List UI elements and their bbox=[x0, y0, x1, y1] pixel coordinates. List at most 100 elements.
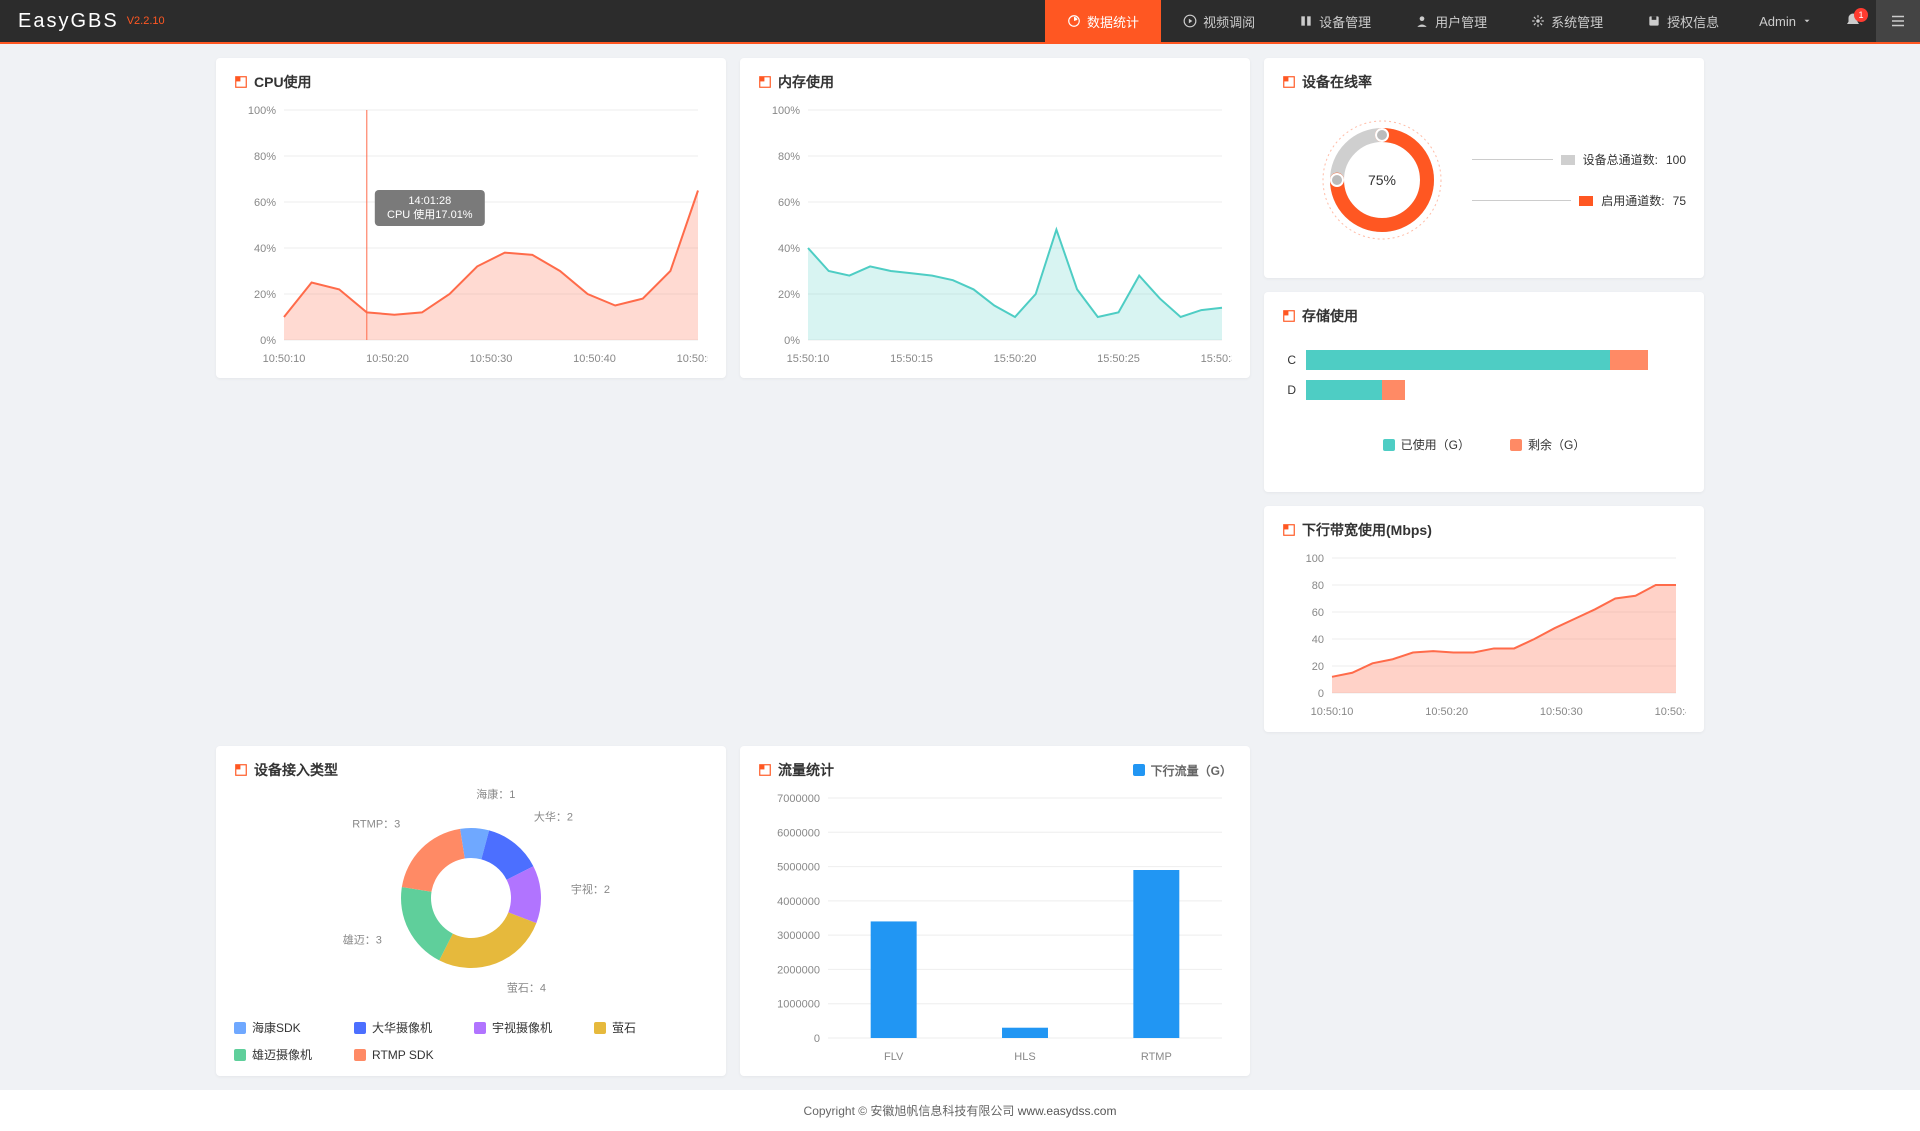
gear-icon bbox=[1531, 14, 1545, 28]
memory-title: 内存使用 bbox=[778, 72, 834, 92]
svg-text:40%: 40% bbox=[254, 243, 276, 255]
cpu-card: CPU使用 0%20%40%60%80%100%10:50:1010:50:20… bbox=[216, 58, 726, 378]
notification-badge: 1 bbox=[1854, 8, 1868, 22]
nav-license[interactable]: 授权信息 bbox=[1625, 0, 1741, 42]
total-label: 设备总通道数: bbox=[1583, 151, 1658, 168]
storage-card: 存储使用 CD 已使用（G） 剩余（G） bbox=[1264, 292, 1704, 492]
nav-label: 设备管理 bbox=[1319, 12, 1371, 31]
svg-text:60: 60 bbox=[1312, 607, 1324, 619]
play-icon bbox=[1183, 14, 1197, 28]
traffic-legend-label: 下行流量（G） bbox=[1151, 762, 1232, 779]
topbar: EasyGBS V2.2.10 数据统计 视频调阅 设备管理 用户管理 系统管理… bbox=[0, 0, 1920, 44]
svg-text:15:50:10: 15:50:10 bbox=[787, 353, 830, 365]
device-icon bbox=[1299, 14, 1313, 28]
chevron-down-icon bbox=[1802, 16, 1812, 26]
storage-title: 存储使用 bbox=[1302, 306, 1358, 326]
svg-text:40%: 40% bbox=[778, 243, 800, 255]
user-icon bbox=[1415, 14, 1429, 28]
nav-label: 用户管理 bbox=[1435, 12, 1487, 31]
svg-text:0: 0 bbox=[814, 1033, 820, 1045]
online-ring: 75% bbox=[1312, 110, 1452, 250]
svg-text:7000000: 7000000 bbox=[777, 793, 820, 805]
svg-text:20: 20 bbox=[1312, 661, 1324, 673]
nav-system[interactable]: 系统管理 bbox=[1509, 0, 1625, 42]
svg-text:100%: 100% bbox=[772, 105, 800, 117]
traffic-title: 流量统计 bbox=[778, 760, 834, 780]
svg-text:0: 0 bbox=[1318, 688, 1324, 700]
svg-text:10:50:50: 10:50:50 bbox=[677, 353, 708, 365]
menu-button[interactable] bbox=[1876, 0, 1920, 42]
brand-version: V2.2.10 bbox=[127, 15, 165, 27]
user-menu[interactable]: Admin bbox=[1741, 0, 1830, 42]
dashboard-grid: CPU使用 0%20%40%60%80%100%10:50:1010:50:20… bbox=[0, 44, 1920, 1090]
svg-text:RTMP: RTMP bbox=[1141, 1051, 1172, 1063]
nav-device[interactable]: 设备管理 bbox=[1277, 0, 1393, 42]
bandwidth-chart: 0 20 40 60 80 100 10:50:10 10:50:20 10:50:30 10:5… bbox=[1282, 548, 1686, 723]
svg-text:宇视：2: 宇视：2 bbox=[571, 882, 610, 896]
svg-text:0%: 0% bbox=[784, 335, 800, 347]
notifications-button[interactable]: 1 bbox=[1830, 0, 1876, 42]
svg-text:100: 100 bbox=[1306, 553, 1324, 565]
svg-text:15:50:30: 15:50:30 bbox=[1201, 353, 1232, 365]
enabled-swatch bbox=[1579, 196, 1593, 206]
svg-text:100%: 100% bbox=[248, 105, 276, 117]
svg-text:15:50:15: 15:50:15 bbox=[890, 353, 933, 365]
svg-text:5000000: 5000000 bbox=[777, 862, 820, 874]
svg-text:10:50:20: 10:50:20 bbox=[366, 353, 409, 365]
svg-text:10:50:40: 10:50:40 bbox=[1655, 706, 1686, 718]
svg-text:20%: 20% bbox=[254, 289, 276, 301]
svg-text:40: 40 bbox=[1312, 634, 1324, 646]
online-title: 设备在线率 bbox=[1302, 72, 1372, 92]
svg-text:80: 80 bbox=[1312, 580, 1324, 592]
svg-text:HLS: HLS bbox=[1014, 1051, 1035, 1063]
footer: Copyright © 安徽旭帆信息科技有限公司 www.easydss.com bbox=[0, 1090, 1920, 1131]
svg-text:6000000: 6000000 bbox=[777, 827, 820, 839]
menu-icon bbox=[1889, 12, 1907, 30]
svg-text:CPU 使用17.01%: CPU 使用17.01% bbox=[387, 208, 473, 221]
svg-text:雄迈：3: 雄迈：3 bbox=[343, 932, 382, 946]
svg-text:FLV: FLV bbox=[884, 1051, 904, 1063]
enabled-label: 启用通道数: bbox=[1601, 192, 1664, 209]
traffic-card: 流量统计 下行流量（G） 010000002000000300000040000… bbox=[740, 746, 1250, 1076]
memory-chart: 0% 20% 40% 60% 80% 100% 15:50:10 15:50:15 15:50:… bbox=[758, 100, 1232, 370]
chart-icon bbox=[758, 763, 772, 777]
logo: EasyGBS V2.2.10 bbox=[0, 0, 183, 42]
device-type-chart: 海康：1大华：2宇视：2萤石：4雄迈：3RTMP：3 bbox=[234, 788, 708, 1008]
chart-icon bbox=[234, 763, 248, 777]
user-name: Admin bbox=[1759, 14, 1796, 29]
svg-text:4000000: 4000000 bbox=[777, 896, 820, 908]
dashboard-icon bbox=[1067, 14, 1081, 28]
svg-text:10:50:30: 10:50:30 bbox=[1540, 706, 1583, 718]
svg-text:RTMP：3: RTMP：3 bbox=[352, 818, 400, 830]
svg-text:10:50:40: 10:50:40 bbox=[573, 353, 616, 365]
device-type-title: 设备接入类型 bbox=[254, 760, 338, 780]
nav-user[interactable]: 用户管理 bbox=[1393, 0, 1509, 42]
svg-text:1000000: 1000000 bbox=[777, 999, 820, 1011]
svg-text:20%: 20% bbox=[778, 289, 800, 301]
nav-video[interactable]: 视频调阅 bbox=[1161, 0, 1277, 42]
svg-text:15:50:20: 15:50:20 bbox=[994, 353, 1037, 365]
svg-text:60%: 60% bbox=[254, 197, 276, 209]
svg-text:10:50:10: 10:50:10 bbox=[263, 353, 306, 365]
nav-stats[interactable]: 数据统计 bbox=[1045, 0, 1161, 42]
cpu-chart: 0%20%40%60%80%100%10:50:1010:50:2010:50:… bbox=[234, 100, 708, 370]
svg-text:80%: 80% bbox=[254, 151, 276, 163]
svg-text:2000000: 2000000 bbox=[777, 964, 820, 976]
chart-icon bbox=[1282, 523, 1296, 537]
svg-text:80%: 80% bbox=[778, 151, 800, 163]
svg-text:10:50:30: 10:50:30 bbox=[470, 353, 513, 365]
svg-text:10:50:10: 10:50:10 bbox=[1311, 706, 1354, 718]
svg-text:60%: 60% bbox=[778, 197, 800, 209]
svg-text:15:50:25: 15:50:25 bbox=[1097, 353, 1140, 365]
svg-text:10:50:20: 10:50:20 bbox=[1425, 706, 1468, 718]
brand-name: EasyGBS bbox=[18, 10, 119, 33]
traffic-chart: 0100000020000003000000400000050000006000… bbox=[758, 788, 1232, 1068]
nav-label: 数据统计 bbox=[1087, 12, 1139, 31]
svg-text:海康：1: 海康：1 bbox=[476, 788, 515, 801]
chart-icon bbox=[758, 75, 772, 89]
copyright: Copyright © 安徽旭帆信息科技有限公司 bbox=[804, 1104, 1018, 1118]
enabled-value: 75 bbox=[1673, 194, 1686, 208]
footer-link[interactable]: www.easydss.com bbox=[1018, 1104, 1117, 1118]
svg-text:萤石：4: 萤石：4 bbox=[507, 981, 546, 994]
chart-icon bbox=[234, 75, 248, 89]
